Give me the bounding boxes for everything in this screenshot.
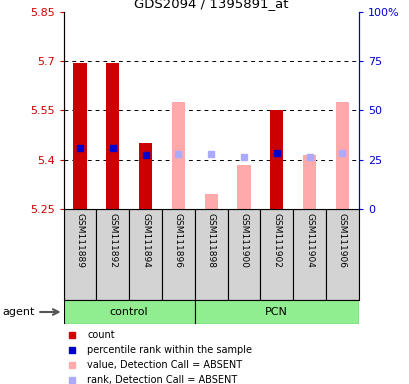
Text: count: count — [87, 330, 115, 340]
Bar — [106, 63, 119, 209]
Text: control: control — [110, 307, 148, 317]
Text: PCN: PCN — [265, 307, 288, 317]
Title: GDS2094 / 1395891_at: GDS2094 / 1395891_at — [134, 0, 288, 10]
Bar — [227, 209, 260, 300]
Bar — [73, 63, 86, 209]
Bar — [260, 209, 292, 300]
Text: agent: agent — [2, 307, 34, 317]
Bar — [139, 143, 152, 209]
Text: GSM111889: GSM111889 — [75, 213, 84, 268]
Text: GSM111894: GSM111894 — [141, 213, 150, 268]
Text: percentile rank within the sample: percentile rank within the sample — [87, 345, 252, 355]
Bar — [237, 165, 250, 209]
Text: GSM111904: GSM111904 — [304, 213, 313, 268]
Bar — [325, 209, 358, 300]
Bar — [171, 102, 184, 209]
Bar — [162, 209, 194, 300]
Text: GSM111906: GSM111906 — [337, 213, 346, 268]
Text: rank, Detection Call = ABSENT: rank, Detection Call = ABSENT — [87, 375, 237, 384]
Bar — [63, 300, 194, 324]
Text: GSM111898: GSM111898 — [206, 213, 215, 268]
Bar — [302, 155, 315, 209]
Bar — [96, 209, 129, 300]
Bar — [335, 102, 348, 209]
Bar — [204, 194, 217, 209]
Text: value, Detection Call = ABSENT: value, Detection Call = ABSENT — [87, 360, 242, 370]
Bar — [270, 111, 283, 209]
Bar — [194, 300, 358, 324]
Bar — [129, 209, 162, 300]
Text: GSM111900: GSM111900 — [239, 213, 248, 268]
Bar — [194, 209, 227, 300]
Bar — [63, 209, 96, 300]
Text: GSM111902: GSM111902 — [272, 213, 281, 268]
Bar — [292, 209, 325, 300]
Text: GSM111896: GSM111896 — [173, 213, 182, 268]
Text: GSM111892: GSM111892 — [108, 213, 117, 268]
